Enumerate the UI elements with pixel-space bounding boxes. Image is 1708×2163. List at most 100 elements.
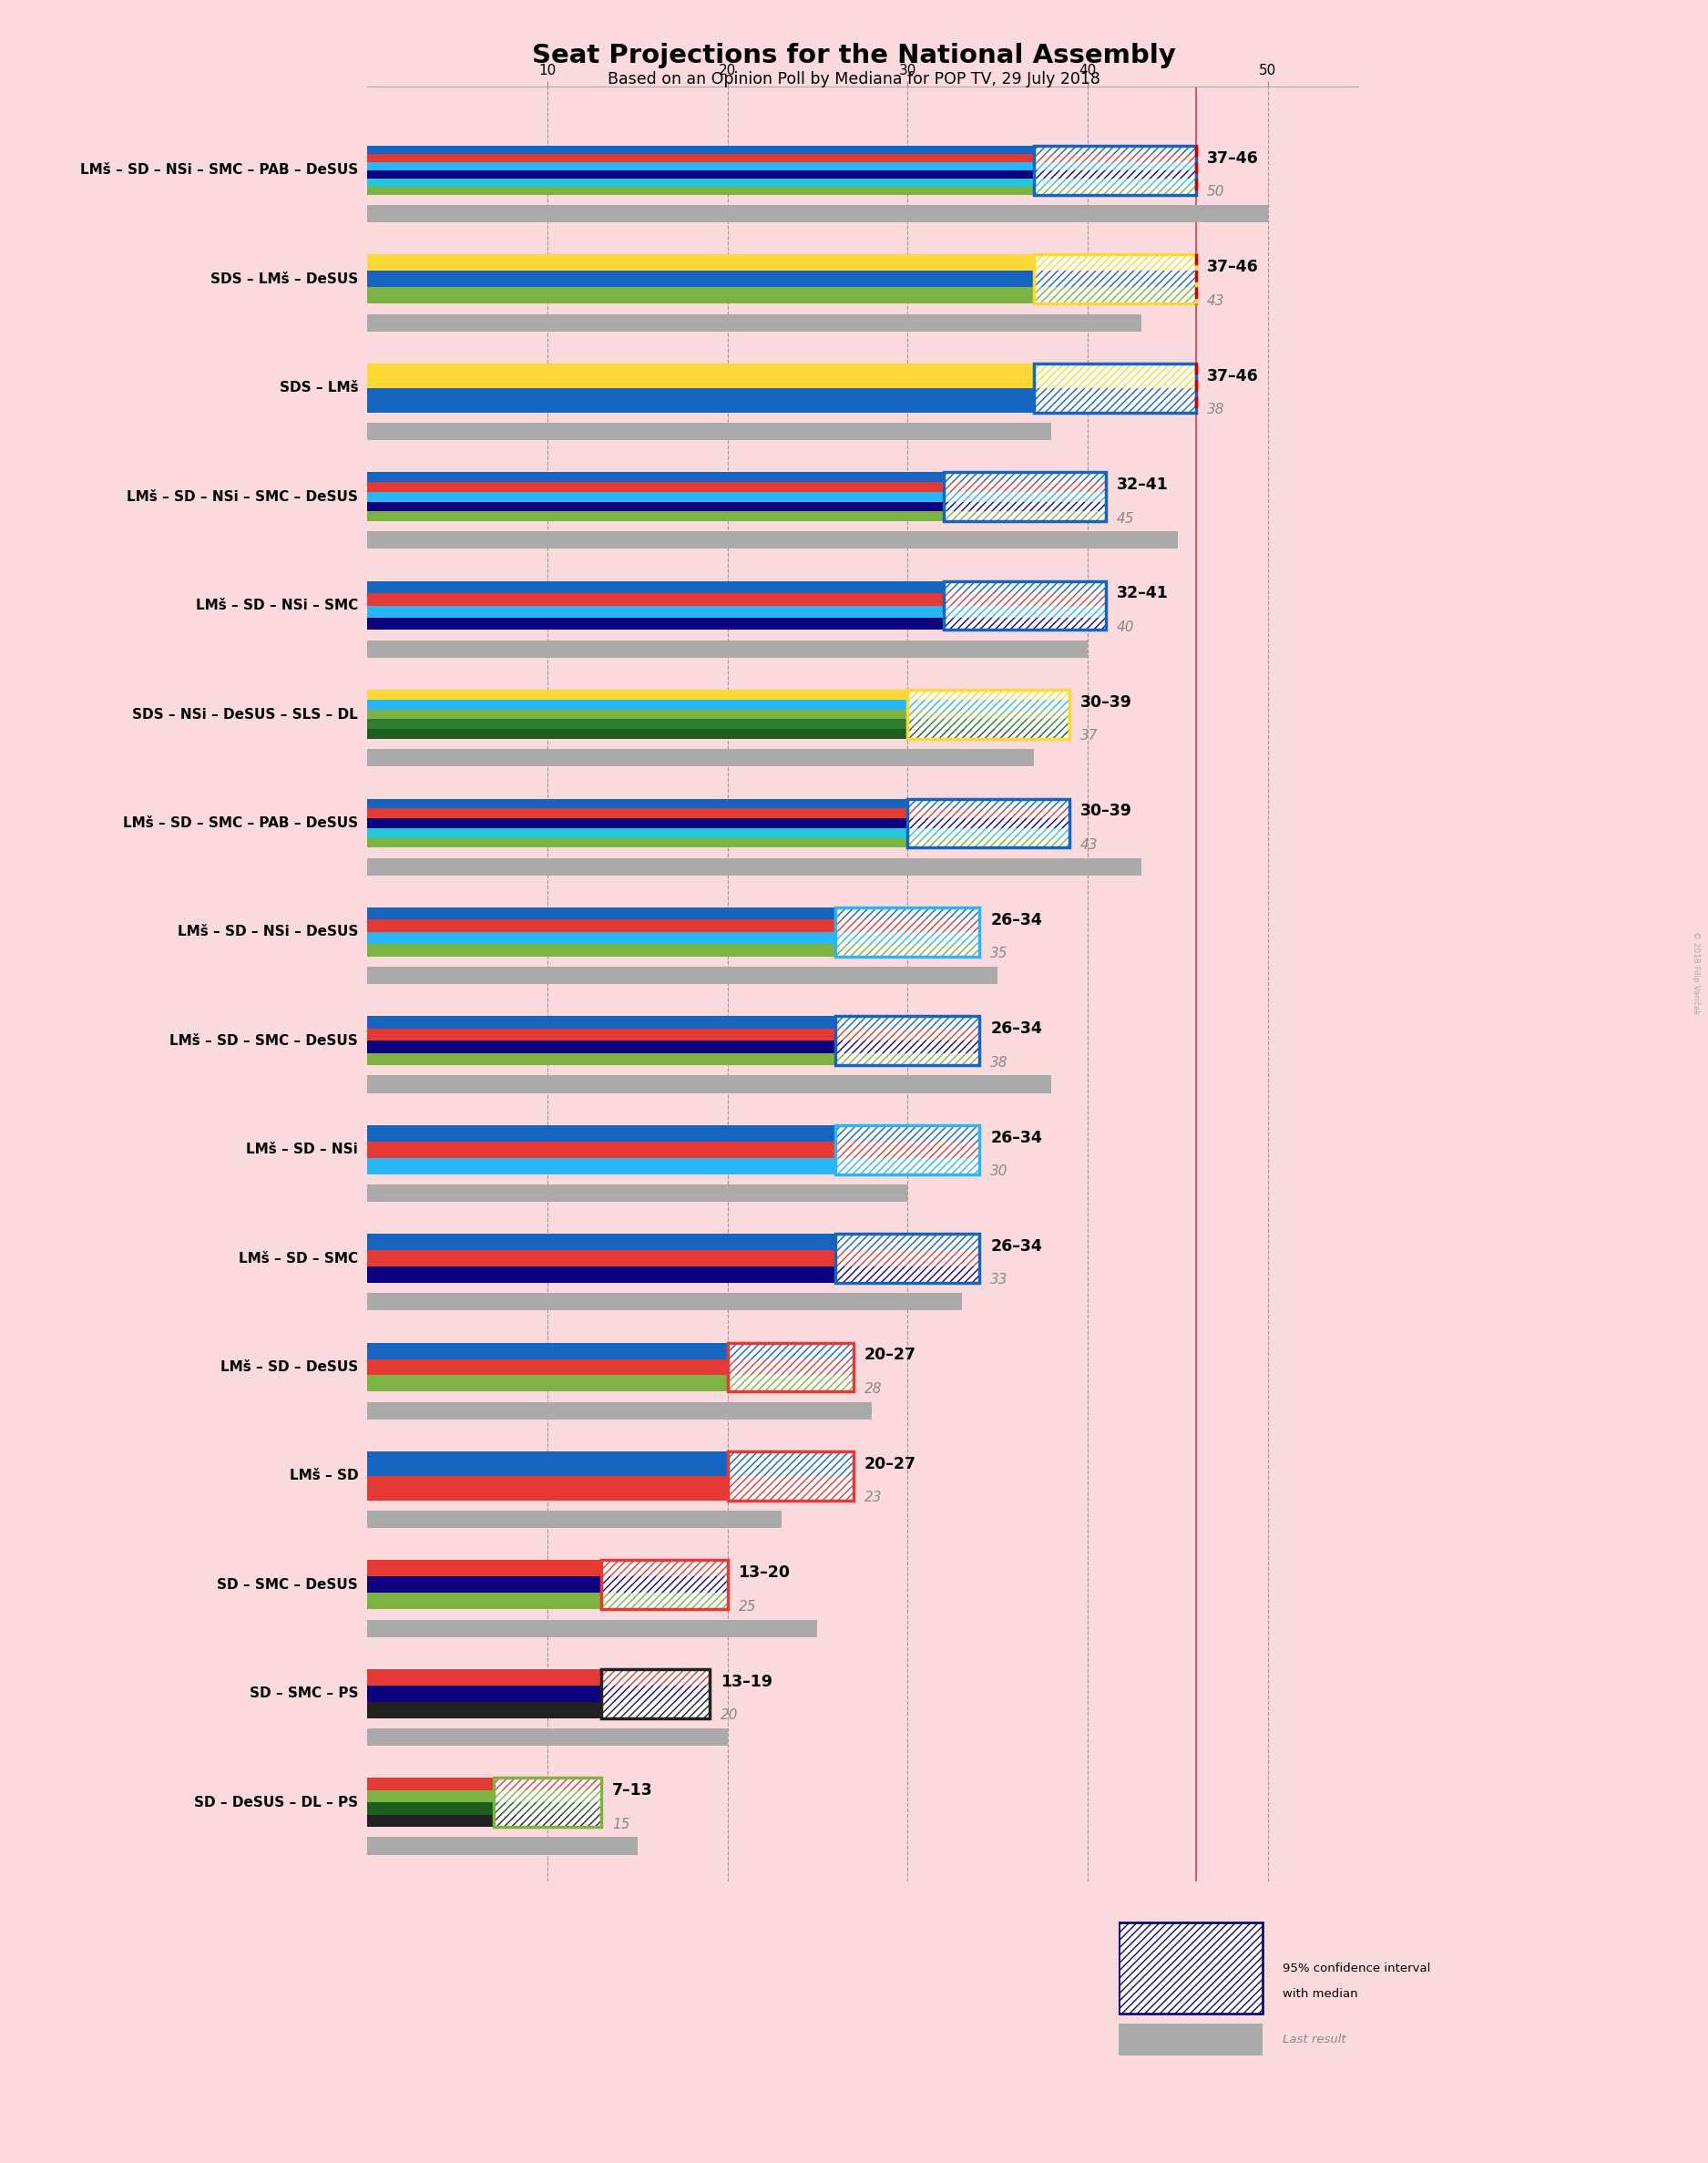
Bar [835,1017,980,1064]
Bar [367,1250,835,1268]
Bar [835,1053,980,1064]
Bar [367,593,943,606]
Bar [367,1233,835,1250]
Bar [367,288,1033,303]
Text: LMš – SD – SMC: LMš – SD – SMC [239,1252,359,1265]
Text: LMš – SD – SMC – DeSUS: LMš – SD – SMC – DeSUS [169,1034,359,1047]
Text: © 2018 Filip Varičak: © 2018 Filip Varičak [1691,932,1701,1014]
Bar [907,809,1069,818]
Bar [367,1728,728,1746]
Bar [601,1670,709,1685]
Text: 28: 28 [864,1382,881,1395]
Bar [367,1268,835,1283]
Bar [601,1560,728,1577]
Text: SDS – LMš: SDS – LMš [280,381,359,394]
Text: 30–39: 30–39 [1081,802,1132,820]
Bar [367,1075,1052,1092]
Bar [367,1053,835,1064]
Bar [943,502,1105,510]
Bar [367,472,943,482]
Bar [835,932,980,945]
Bar [367,162,1033,171]
Bar [728,1343,854,1391]
Bar [728,1376,854,1391]
Bar [601,1560,728,1609]
Bar [835,1125,980,1175]
Bar [1119,2025,1262,2055]
Bar [367,1815,494,1828]
Bar [367,1358,728,1376]
Text: LMš – SD – NSi: LMš – SD – NSi [246,1142,359,1157]
Bar [943,491,1105,502]
Text: 43: 43 [1081,837,1098,852]
Bar [1033,145,1196,195]
Bar [367,491,943,502]
Bar [1033,363,1196,413]
Bar [367,255,1033,270]
Bar [943,582,1105,629]
Bar [1033,270,1196,288]
Text: 38: 38 [991,1056,1008,1069]
Text: Last result: Last result [1283,2033,1346,2046]
Bar [367,171,1033,180]
Bar [367,798,907,809]
Text: 35: 35 [991,947,1008,960]
Bar [367,482,943,491]
Text: 13–20: 13–20 [738,1564,791,1581]
Bar [1119,1923,1262,2014]
Text: 30: 30 [991,1164,1008,1179]
Bar [367,1027,835,1040]
Text: 37–46: 37–46 [1206,368,1259,385]
Text: 7–13: 7–13 [611,1782,652,1800]
Bar [367,387,1033,413]
Bar [367,837,907,848]
Bar [367,1157,835,1175]
Bar [835,1157,980,1175]
Text: 23: 23 [864,1490,881,1505]
Bar [835,919,980,932]
Bar [907,818,1069,828]
Bar [1033,145,1196,154]
Bar [367,1142,835,1157]
Bar [601,1592,728,1609]
Bar [367,699,907,709]
Bar [367,919,835,932]
Bar [367,1017,835,1027]
Bar [943,472,1105,482]
Bar [367,1376,728,1391]
Bar [1033,180,1196,186]
Bar [1033,162,1196,171]
Text: 32–41: 32–41 [1117,476,1168,493]
Bar [367,619,943,629]
Bar [907,690,1069,699]
Text: 45: 45 [1117,513,1134,526]
Bar [907,828,1069,837]
Bar [835,1233,980,1283]
Bar [367,1791,494,1802]
Bar [367,932,835,945]
Text: SD – SMC – DeSUS: SD – SMC – DeSUS [217,1579,359,1592]
Bar [367,1836,637,1854]
Bar [907,709,1069,720]
Bar [367,729,907,740]
Bar [943,472,1105,521]
Bar [367,1670,601,1685]
Bar [1033,171,1196,180]
Bar [601,1577,728,1592]
Text: 26–34: 26–34 [991,1237,1042,1255]
Text: 20: 20 [721,1709,738,1722]
Bar [1033,186,1196,195]
Text: 20–27: 20–27 [864,1348,915,1363]
Bar [835,908,980,956]
Bar [943,582,1105,629]
Bar [943,510,1105,521]
Bar [1033,255,1196,303]
Bar [367,532,1179,549]
Text: LMš – SD – NSi – SMC – DeSUS: LMš – SD – NSi – SMC – DeSUS [126,489,359,504]
Bar [907,798,1069,848]
Bar [907,699,1069,709]
Bar [907,837,1069,848]
Bar [728,1451,854,1501]
Text: 32–41: 32–41 [1117,586,1168,601]
Bar [367,1778,494,1791]
